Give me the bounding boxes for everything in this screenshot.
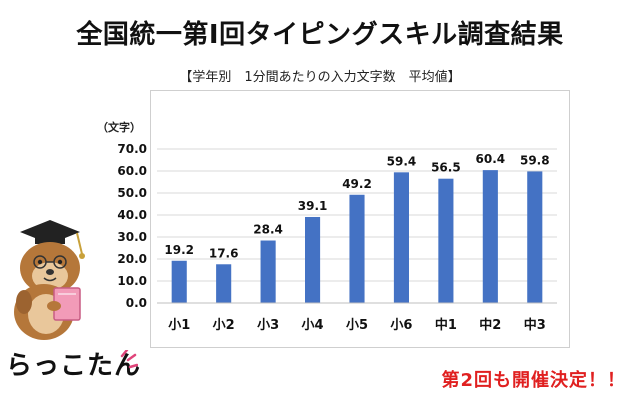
y-tick-label: 10.0 bbox=[117, 274, 147, 288]
bar-小5 bbox=[349, 194, 365, 303]
data-label: 28.4 bbox=[253, 223, 283, 237]
y-tick-label: 70.0 bbox=[117, 142, 147, 156]
brand-logo-text: らっこたん bbox=[6, 351, 142, 381]
otter-mascot-illustration bbox=[14, 220, 85, 340]
y-tick-label: 40.0 bbox=[117, 208, 147, 222]
bar-小2 bbox=[216, 264, 232, 303]
data-label: 39.1 bbox=[298, 199, 328, 213]
data-label: 59.8 bbox=[520, 153, 550, 167]
x-tick-label: 小6 bbox=[390, 318, 412, 333]
data-label: 59.4 bbox=[387, 154, 417, 168]
x-tick-label: 中1 bbox=[435, 317, 457, 333]
x-tick-label: 小5 bbox=[346, 318, 368, 333]
data-label: 49.2 bbox=[342, 177, 372, 191]
y-tick-label: 20.0 bbox=[117, 252, 147, 266]
page-headline: 全国統一第Ⅰ回タイピングスキル調査結果 bbox=[76, 20, 564, 50]
data-label: 56.5 bbox=[431, 161, 461, 175]
x-tick-label: 小2 bbox=[213, 318, 235, 333]
bar-chart: 19.2 小1 17.6 小2 28.4 小3 39.1 小4 49.2 小5 59.4 小6 56.5… bbox=[157, 148, 557, 333]
y-tick-label: 50.0 bbox=[117, 186, 147, 200]
y-axis-ticks: （文字） 0.0 10.0 20.0 30.0 40.0 50.0 60.0 70.0 bbox=[97, 120, 147, 310]
y-tick-label: 0.0 bbox=[126, 296, 147, 310]
bar-小3 bbox=[260, 240, 276, 303]
data-label: 17.6 bbox=[209, 246, 239, 260]
bar-小1 bbox=[171, 260, 187, 303]
bar-小6 bbox=[393, 172, 409, 303]
bar-中1 bbox=[438, 178, 454, 303]
y-tick-label: 30.0 bbox=[117, 230, 147, 244]
chart-title: 【学年別 1分間あたりの入力文字数 平均値】 bbox=[179, 70, 461, 85]
y-axis-label: （文字） bbox=[97, 120, 141, 134]
chart-frame: 19.2 小1 17.6 小2 28.4 小3 39.1 小4 49.2 小5 59.4 小6 56.5… bbox=[97, 90, 570, 348]
y-tick-label: 60.0 bbox=[117, 164, 147, 178]
mascot-graduation-cap-icon bbox=[20, 220, 85, 259]
data-label: 19.2 bbox=[164, 243, 194, 257]
bar-中3 bbox=[527, 171, 543, 303]
x-tick-label: 小1 bbox=[168, 318, 190, 333]
data-label: 60.4 bbox=[476, 152, 506, 166]
x-tick-label: 小4 bbox=[302, 318, 324, 333]
bar-中2 bbox=[482, 170, 498, 303]
x-tick-label: 小3 bbox=[257, 318, 279, 333]
second-round-announcement: 第2回も開催決定！！ bbox=[441, 370, 626, 391]
x-tick-label: 中2 bbox=[479, 317, 501, 333]
brand-accent-icon bbox=[120, 350, 138, 369]
x-tick-label: 中3 bbox=[524, 317, 546, 333]
bar-小4 bbox=[305, 216, 321, 303]
